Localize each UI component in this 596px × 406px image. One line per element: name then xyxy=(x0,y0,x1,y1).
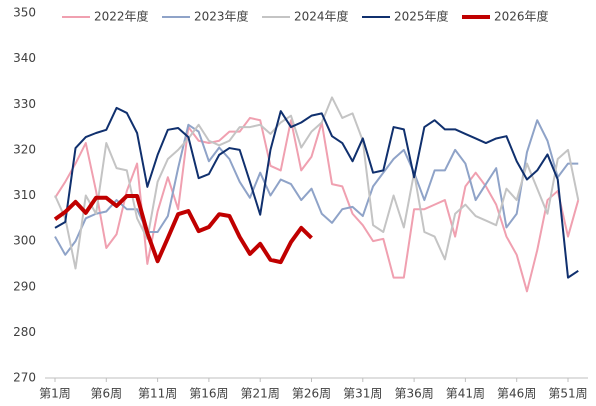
legend-label: 2024年度 xyxy=(294,9,349,24)
x-tick-label: 第41周 xyxy=(446,387,485,401)
legend-label: 2023年度 xyxy=(194,9,249,24)
legend-label: 2025年度 xyxy=(394,9,449,24)
x-tick-label: 第16周 xyxy=(189,387,228,401)
y-tick-label: 300 xyxy=(13,234,36,248)
x-tick-label: 第1周 xyxy=(39,387,71,401)
series-line xyxy=(54,106,579,279)
x-tick-label: 第26周 xyxy=(292,387,331,401)
x-tick-label: 第31周 xyxy=(343,387,382,401)
x-tick-label: 第6周 xyxy=(90,387,122,401)
x-tick-label: 第46周 xyxy=(497,387,536,401)
y-tick-label: 330 xyxy=(13,97,36,111)
legend-label: 2026年度 xyxy=(494,9,549,24)
legend-label: 2022年度 xyxy=(94,9,149,24)
x-tick-label: 第11周 xyxy=(138,387,177,401)
x-tick-label: 第51周 xyxy=(548,387,587,401)
y-tick-label: 310 xyxy=(13,188,36,202)
y-tick-label: 270 xyxy=(13,371,36,385)
y-tick-label: 340 xyxy=(13,51,36,65)
y-tick-label: 350 xyxy=(13,6,36,20)
y-tick-label: 290 xyxy=(13,279,36,293)
x-tick-label: 第21周 xyxy=(241,387,280,401)
series-line xyxy=(53,193,313,265)
series-line xyxy=(54,96,580,270)
x-tick-label: 第36周 xyxy=(394,387,433,401)
y-tick-label: 320 xyxy=(13,142,36,156)
y-tick-label: 280 xyxy=(13,325,36,339)
